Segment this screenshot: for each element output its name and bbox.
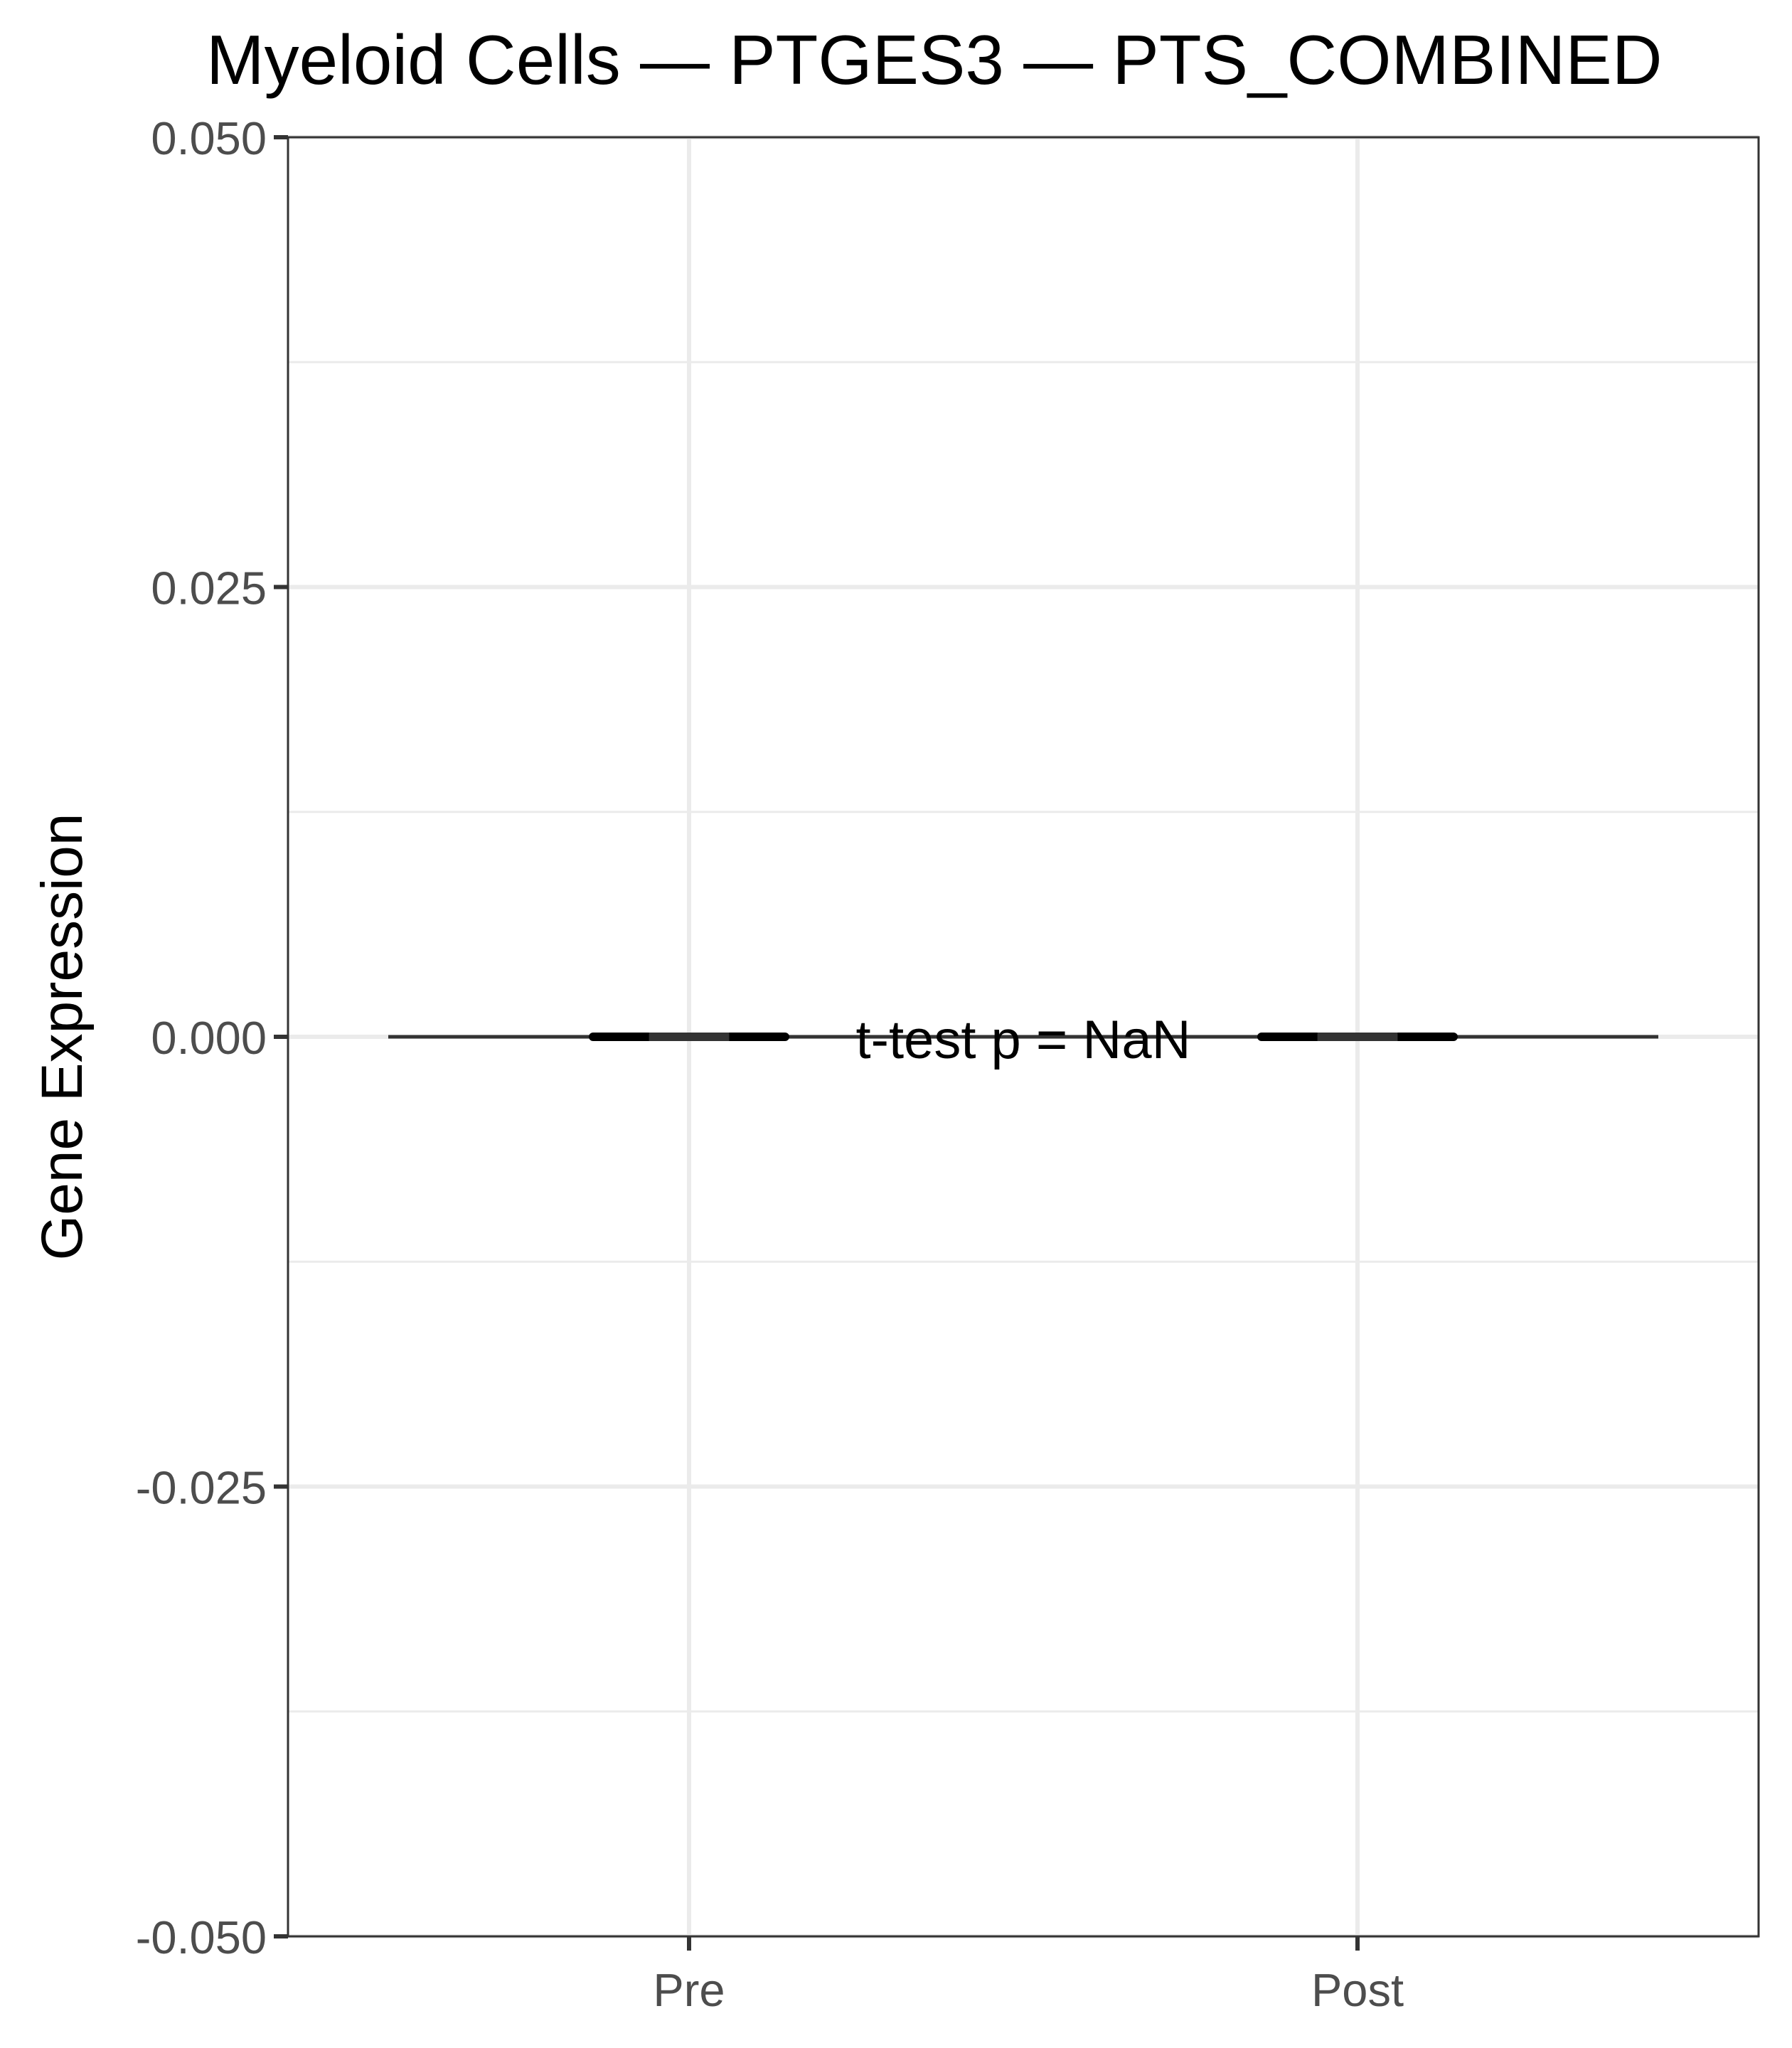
x-axis: Pre Post: [653, 1936, 1404, 2016]
y-tick-label: -0.025: [136, 1462, 267, 1514]
y-tick-label: 0.000: [151, 1012, 267, 1064]
y-tick-label: 0.025: [151, 562, 267, 614]
p-value-annotation: t-test p = NaN: [856, 1010, 1191, 1070]
x-tick-label: Pre: [653, 1964, 725, 2016]
y-tick-label: 0.050: [151, 112, 267, 164]
plot-marks: t-test p = NaN: [388, 1010, 1658, 1070]
x-tick-label: Post: [1311, 1964, 1404, 2016]
grid-minor: [288, 361, 1759, 1713]
chart-title: Myeloid Cells — PTGES3 — PTS_COMBINED: [206, 21, 1663, 99]
y-axis: -0.050 -0.025 0.000 0.025 0.050: [136, 112, 288, 1963]
y-axis-label: Gene Expression: [30, 813, 95, 1260]
y-tick-label: -0.050: [136, 1911, 267, 1963]
